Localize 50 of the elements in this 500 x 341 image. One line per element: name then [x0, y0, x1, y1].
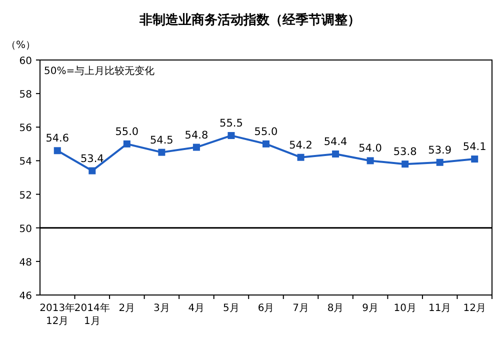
point: [158, 148, 166, 156]
text: 53.9: [428, 144, 452, 156]
text: 54.0: [358, 142, 382, 155]
text: 53.8: [393, 146, 417, 158]
text: 54.6: [46, 132, 70, 145]
text: 54.8: [184, 129, 208, 142]
y-tick-label: 48: [19, 257, 32, 268]
text: 53.4: [80, 152, 104, 165]
y-tick-label: 60: [19, 56, 32, 67]
point: [332, 150, 340, 158]
point: [471, 156, 478, 163]
point: [54, 147, 61, 154]
x-tick-label: 6月: [258, 303, 274, 314]
point: [192, 144, 200, 151]
text: 54.2: [289, 139, 312, 152]
x-tick-label: 11月: [428, 303, 452, 314]
text: 54.1: [462, 141, 486, 154]
x-tick-label: 9月: [362, 303, 378, 314]
y-tick-label: 50: [19, 224, 32, 235]
x-tick-label: 12月: [463, 303, 486, 314]
y-tick-label: 52: [19, 190, 32, 202]
point: [262, 140, 270, 148]
text: 54.4: [324, 136, 348, 148]
text: 55.5: [220, 118, 243, 130]
text: 54.5: [150, 134, 174, 146]
y-tick-label: 56: [19, 123, 32, 134]
point: [366, 157, 374, 164]
y-tick-label: 54: [19, 156, 32, 168]
x-tick-label: 5月: [223, 303, 240, 314]
point: [123, 140, 130, 148]
x-tick-label: 4月: [188, 303, 205, 314]
y-tick-label: 58: [19, 90, 32, 101]
x-tick-label: 2013年 12月: [40, 302, 76, 327]
x-tick-label: 2月: [118, 303, 136, 314]
y-axis-title: （%）: [6, 40, 36, 51]
x-tick-label: 10月: [394, 303, 416, 314]
point: [228, 132, 235, 140]
annotation: 50%=与上月比较无变化: [44, 65, 155, 77]
chart-title: 非制造业商务活动指数（经季节调整）: [138, 12, 360, 28]
x-tick-label: 8月: [327, 303, 344, 314]
x-tick-label: 3月: [154, 303, 170, 314]
point: [88, 167, 96, 174]
text: 55.0: [254, 126, 278, 138]
x-tick-label: 2014年 1月: [74, 302, 110, 327]
y-tick-label: 46: [19, 291, 32, 302]
point: [436, 158, 444, 166]
point: [297, 154, 304, 161]
text: 55.0: [115, 126, 139, 138]
x-tick-label: 7月: [292, 303, 309, 314]
point: [402, 160, 409, 168]
